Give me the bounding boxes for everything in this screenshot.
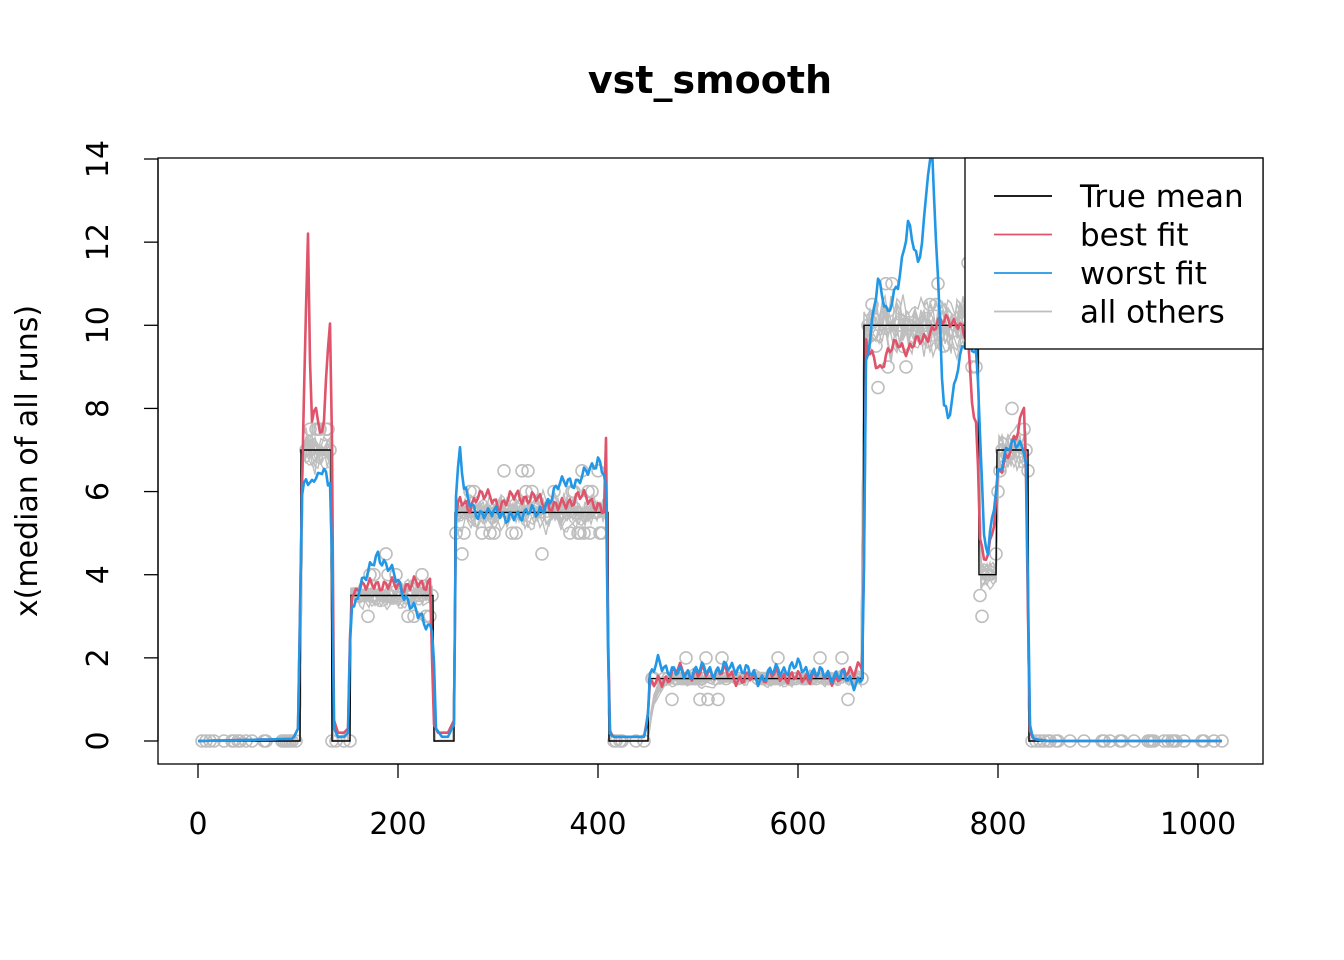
observation-point (361, 609, 375, 624)
observation-point (573, 526, 587, 540)
chart-title: vst_smooth (588, 58, 832, 102)
observation-point (813, 651, 827, 665)
x-tick-label: 200 (369, 807, 426, 842)
y-tick-label: 10 (81, 306, 116, 344)
observation-point (679, 651, 693, 665)
observation-point (865, 297, 879, 312)
x-tick-label: 600 (769, 807, 826, 842)
observation-point (463, 484, 477, 499)
observation-point (993, 463, 1007, 478)
observation-point (665, 692, 679, 707)
observation-point (379, 547, 393, 561)
observation-point (711, 692, 725, 707)
y-tick-label: 2 (81, 648, 116, 667)
observation-point (975, 609, 989, 624)
observation-point (487, 526, 501, 540)
observation-point (521, 463, 535, 478)
observation-point (693, 692, 707, 707)
y-tick-label: 8 (81, 399, 116, 418)
observation-point (929, 297, 943, 312)
observation-point (497, 463, 511, 478)
observation-point (313, 422, 327, 437)
observation-point (547, 484, 561, 499)
y-tick-label: 12 (81, 223, 116, 261)
legend-label: all others (1080, 295, 1225, 331)
x-tick-label: 1000 (1160, 807, 1236, 842)
observation-point (871, 380, 885, 395)
x-tick-label: 800 (969, 807, 1026, 842)
observation-point (401, 609, 415, 624)
y-tick-label: 0 (81, 731, 116, 750)
series-layer (198, 158, 1222, 743)
y-tick-label: 14 (81, 140, 116, 178)
x-tick-label: 0 (188, 807, 207, 842)
observation-point (535, 547, 549, 561)
observation-point (563, 526, 577, 540)
observation-point (509, 526, 523, 540)
observation-point (515, 463, 529, 478)
observation-point (581, 484, 595, 499)
observation-point (923, 297, 937, 312)
legend-box (964, 157, 1264, 350)
observation-point (701, 692, 715, 707)
worst-fit-line (198, 158, 1222, 743)
y-tick-label: 4 (81, 565, 116, 584)
x-axis: 0 200 400 600 800 1000 (188, 763, 1236, 842)
y-axis-label: x(median of all runs) (10, 305, 45, 617)
observation-point (841, 692, 855, 707)
legend-label: best fit (1080, 218, 1189, 254)
observation-point (577, 526, 591, 540)
observation-point (1005, 401, 1019, 416)
x-tick-label: 400 (569, 807, 626, 842)
observation-point (835, 651, 849, 665)
observation-point (505, 526, 519, 540)
observation-point (585, 484, 599, 499)
observation-point (899, 360, 913, 374)
observation-point (937, 339, 951, 353)
observation-point (715, 651, 729, 665)
y-axis: 0 2 4 6 8 10 12 14 (81, 140, 159, 751)
observation-point (771, 651, 785, 665)
observation-point (973, 588, 987, 603)
y-tick-label: 6 (81, 482, 116, 501)
observation-point (699, 651, 713, 665)
legend-label: worst fit (1080, 256, 1207, 292)
observation-point (457, 526, 471, 540)
legend-label: True mean (1079, 179, 1244, 215)
observation-point (483, 526, 497, 540)
